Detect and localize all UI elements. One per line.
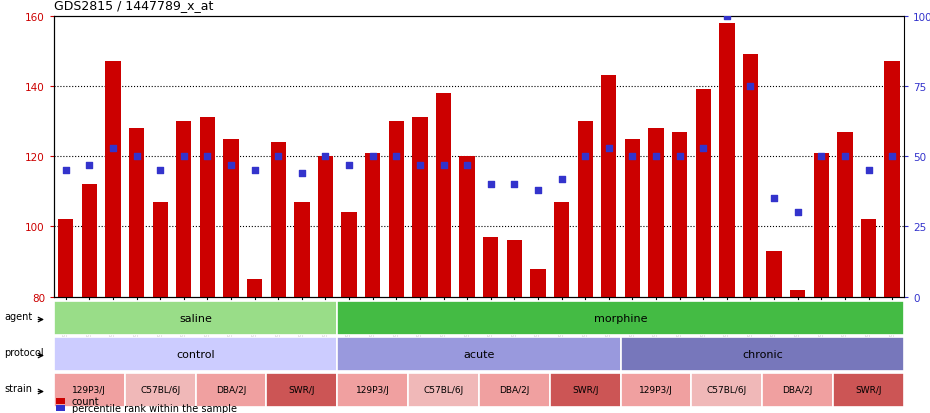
Text: C57BL/6J: C57BL/6J bbox=[423, 385, 464, 394]
Point bbox=[153, 167, 167, 174]
Bar bbox=[129, 129, 144, 413]
Bar bbox=[58, 220, 73, 413]
Bar bbox=[554, 202, 569, 413]
Text: DBA/2J: DBA/2J bbox=[216, 385, 246, 394]
Bar bbox=[176, 122, 192, 413]
Bar bbox=[884, 62, 900, 413]
Bar bbox=[436, 94, 451, 413]
Bar bbox=[790, 290, 805, 413]
Point bbox=[82, 162, 97, 169]
Bar bbox=[625, 139, 640, 413]
Bar bbox=[837, 132, 853, 413]
Bar bbox=[530, 269, 546, 413]
Text: 129P3/J: 129P3/J bbox=[356, 385, 390, 394]
Bar bbox=[318, 157, 333, 413]
Point bbox=[484, 181, 498, 188]
Text: morphine: morphine bbox=[594, 313, 647, 323]
Point bbox=[365, 154, 380, 160]
Text: saline: saline bbox=[179, 313, 212, 323]
Bar bbox=[389, 122, 404, 413]
Bar bbox=[696, 90, 711, 413]
Point bbox=[578, 154, 592, 160]
Text: C57BL/6J: C57BL/6J bbox=[707, 385, 747, 394]
Point bbox=[884, 154, 899, 160]
Point bbox=[648, 154, 663, 160]
Text: SWR/J: SWR/J bbox=[288, 385, 315, 394]
Bar bbox=[601, 76, 617, 413]
Bar bbox=[247, 280, 262, 413]
Bar bbox=[82, 185, 97, 413]
Bar bbox=[719, 24, 735, 413]
Point bbox=[318, 154, 333, 160]
Bar bbox=[56, 406, 65, 411]
Point bbox=[223, 162, 238, 169]
Bar bbox=[341, 213, 357, 413]
Bar bbox=[814, 153, 829, 413]
Point bbox=[790, 209, 805, 216]
Bar bbox=[766, 252, 782, 413]
Text: 129P3/J: 129P3/J bbox=[73, 385, 106, 394]
Point bbox=[743, 83, 758, 90]
Point bbox=[602, 145, 617, 152]
Bar bbox=[672, 132, 687, 413]
Point bbox=[341, 162, 356, 169]
Bar bbox=[56, 398, 65, 404]
Point bbox=[766, 195, 781, 202]
Bar bbox=[578, 122, 593, 413]
Bar bbox=[223, 139, 239, 413]
Bar bbox=[483, 237, 498, 413]
Point bbox=[720, 13, 735, 20]
Bar bbox=[105, 62, 121, 413]
Text: strain: strain bbox=[4, 383, 33, 393]
Text: agent: agent bbox=[4, 311, 33, 321]
Bar bbox=[412, 118, 428, 413]
Text: SWR/J: SWR/J bbox=[572, 385, 598, 394]
Point bbox=[672, 154, 687, 160]
Point bbox=[271, 154, 286, 160]
Point bbox=[59, 167, 73, 174]
Text: GDS2815 / 1447789_x_at: GDS2815 / 1447789_x_at bbox=[54, 0, 213, 12]
Text: C57BL/6J: C57BL/6J bbox=[140, 385, 180, 394]
Point bbox=[814, 154, 829, 160]
Text: control: control bbox=[177, 349, 215, 359]
Bar bbox=[271, 143, 286, 413]
Point bbox=[861, 167, 876, 174]
Bar bbox=[294, 202, 310, 413]
Text: acute: acute bbox=[463, 349, 495, 359]
Text: count: count bbox=[72, 396, 100, 406]
Text: SWR/J: SWR/J bbox=[856, 385, 882, 394]
Point bbox=[200, 154, 215, 160]
Point bbox=[459, 162, 474, 169]
Point bbox=[177, 154, 192, 160]
Bar bbox=[861, 220, 876, 413]
Text: protocol: protocol bbox=[4, 347, 44, 357]
Bar bbox=[743, 55, 758, 413]
Point bbox=[247, 167, 262, 174]
Point bbox=[838, 154, 853, 160]
Point bbox=[530, 187, 545, 194]
Text: chronic: chronic bbox=[742, 349, 783, 359]
Bar bbox=[365, 153, 380, 413]
Point bbox=[389, 154, 404, 160]
Point bbox=[295, 170, 310, 177]
Bar bbox=[648, 129, 664, 413]
Bar bbox=[200, 118, 215, 413]
Point bbox=[625, 154, 640, 160]
Text: DBA/2J: DBA/2J bbox=[499, 385, 529, 394]
Text: DBA/2J: DBA/2J bbox=[782, 385, 813, 394]
Bar bbox=[153, 202, 168, 413]
Point bbox=[507, 181, 522, 188]
Point bbox=[413, 162, 428, 169]
Bar bbox=[459, 157, 475, 413]
Bar bbox=[507, 241, 522, 413]
Point bbox=[436, 162, 451, 169]
Point bbox=[129, 154, 144, 160]
Text: 129P3/J: 129P3/J bbox=[639, 385, 673, 394]
Text: percentile rank within the sample: percentile rank within the sample bbox=[72, 404, 237, 413]
Point bbox=[554, 176, 569, 183]
Point bbox=[696, 145, 711, 152]
Point bbox=[105, 145, 120, 152]
